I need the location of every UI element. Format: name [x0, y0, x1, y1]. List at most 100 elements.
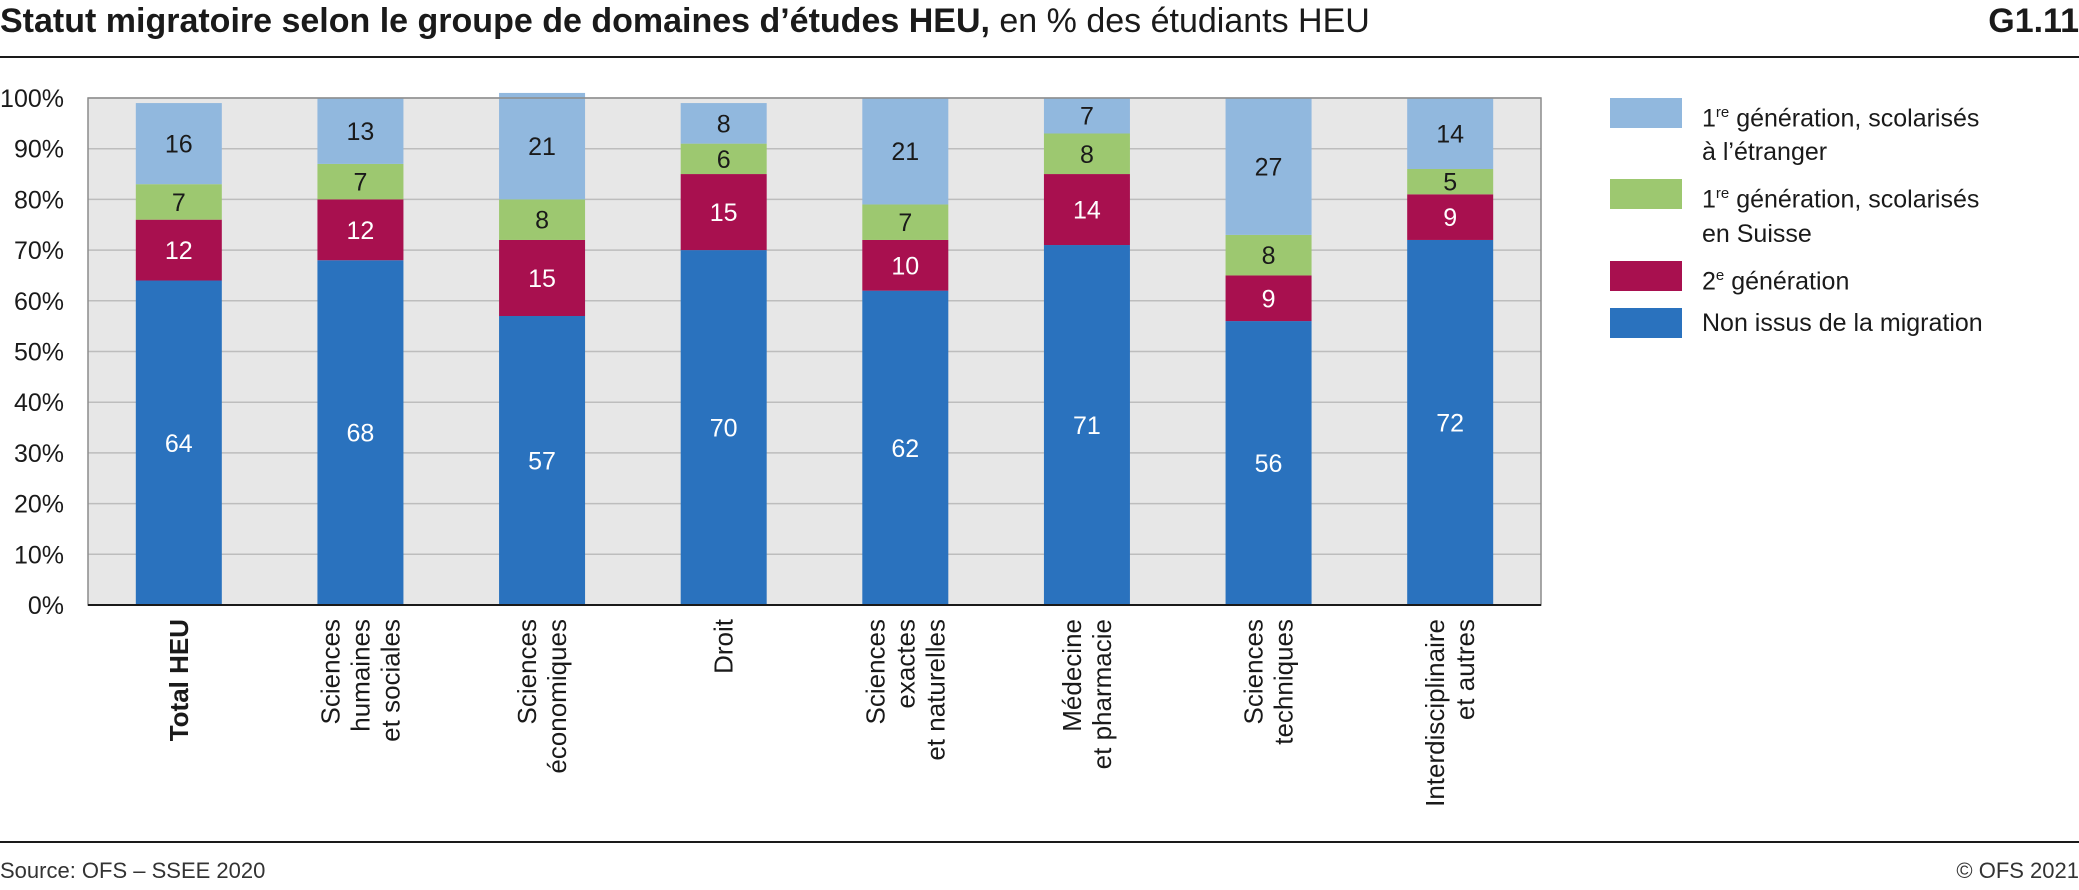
chart-title-subtitle: en % des étudiants HEU	[989, 2, 1370, 40]
bar-segment-non-migrant	[317, 260, 404, 605]
legend-swatch	[1610, 307, 1682, 338]
data-label: 8	[717, 110, 731, 138]
bar-segment-second-gen	[680, 174, 767, 251]
title-bar: Statut migratoire selon le groupe de dom…	[0, 0, 2079, 58]
data-label: 9	[1262, 285, 1276, 313]
y-tick-label: 40%	[14, 389, 64, 417]
bar-segment-first-gen-ch	[1407, 168, 1494, 195]
data-label: 7	[898, 209, 912, 237]
source-note: Source: OFS – SSEE 2020	[0, 858, 266, 883]
x-tick-label: Scienceshumaineset sociales	[315, 619, 405, 742]
data-label: 6	[717, 146, 731, 174]
copyright-note: © OFS 2021	[1956, 858, 2079, 883]
bar-segment-first-gen-abroad	[135, 103, 222, 185]
bar-segment-non-migrant	[1043, 245, 1130, 605]
y-tick-label: 10%	[14, 541, 64, 569]
bar-segment-second-gen	[317, 199, 404, 261]
data-label: 8	[535, 207, 549, 235]
chart-title: Statut migratoire selon le groupe de dom…	[0, 2, 1370, 41]
x-tick-label: Sciencesexacteset naturelles	[860, 619, 950, 761]
bar-segment-first-gen-ch	[1043, 133, 1130, 175]
data-label: 70	[710, 415, 738, 443]
data-label: 10	[891, 252, 919, 280]
y-tick-label: 20%	[14, 491, 64, 519]
legend-label: 1re génération, scolarisés en Suisse	[1702, 185, 1980, 248]
legend-label: 2e génération	[1702, 266, 1850, 295]
legend-label: Non issus de la migration	[1702, 308, 1983, 337]
legend-item-first-gen-ch: 1re génération, scolarisés en Suisse	[1610, 177, 2070, 250]
stacked-bar-chart: 0%10%20%30%40%50%60%70%80%90%100%6412716…	[0, 85, 1542, 807]
data-label: 13	[347, 118, 375, 146]
data-label: 12	[165, 237, 193, 265]
legend-swatch	[1610, 98, 1682, 128]
y-tick-label: 60%	[14, 288, 64, 316]
bar-segment-first-gen-abroad	[499, 92, 586, 200]
data-label: 7	[1080, 103, 1094, 131]
figure-id: G1.11	[1988, 2, 2079, 40]
bar-segment-non-migrant	[1407, 239, 1494, 605]
bar-segment-non-migrant	[680, 250, 767, 605]
y-tick-label: 70%	[14, 237, 64, 265]
bar-segment-first-gen-ch	[499, 199, 586, 240]
bar-segment-first-gen-ch	[862, 204, 949, 240]
y-tick-label: 0%	[28, 592, 64, 620]
legend-swatch	[1610, 260, 1682, 291]
bar-segment-non-migrant	[862, 290, 949, 605]
bar-segment-first-gen-ch	[680, 143, 767, 175]
bottom-divider	[0, 841, 2079, 843]
y-tick-label: 90%	[14, 136, 64, 164]
data-label: 15	[528, 265, 556, 293]
data-label: 8	[1262, 242, 1276, 270]
data-label: 8	[1080, 141, 1094, 169]
y-tick-label: 30%	[14, 440, 64, 468]
data-label: 12	[347, 217, 375, 245]
data-label: 27	[1255, 153, 1283, 181]
data-label: 71	[1073, 412, 1101, 440]
legend-item-non-migrant: Non issus de la migration	[1610, 306, 2070, 342]
bar-segment-first-gen-abroad	[862, 98, 949, 205]
bar-segment-second-gen	[862, 239, 949, 291]
data-label: 57	[528, 448, 556, 476]
bar-segment-first-gen-abroad	[1407, 98, 1494, 169]
data-label: 5	[1443, 169, 1457, 197]
x-tick-label: Interdisciplinaireet autres	[1420, 619, 1480, 807]
x-tick-label: Médecineet pharmacie	[1057, 619, 1117, 769]
bar-segment-first-gen-abroad	[1043, 98, 1130, 134]
bar-segment-first-gen-abroad	[680, 103, 767, 144]
data-label: 16	[165, 131, 193, 159]
legend-item-second-gen: 2e génération	[1610, 259, 2070, 298]
data-label: 56	[1255, 450, 1283, 478]
y-tick-label: 100%	[0, 85, 64, 113]
data-label: 14	[1436, 120, 1464, 148]
data-label: 14	[1073, 197, 1101, 225]
legend: 1re génération, scolarisés à l’étranger 1r…	[1610, 96, 2070, 350]
bar-segment-second-gen	[1407, 194, 1494, 240]
data-label: 21	[528, 133, 556, 161]
chart-title-main: Statut migratoire selon le groupe de dom…	[0, 2, 990, 40]
data-label: 21	[891, 138, 919, 166]
bar-segment-non-migrant	[135, 280, 222, 605]
y-tick-label: 80%	[14, 186, 64, 214]
bar-segment-second-gen	[499, 239, 586, 317]
bar-segment-first-gen-ch	[317, 163, 404, 200]
x-tick-label: Sciencestechniques	[1239, 619, 1299, 745]
data-label: 68	[347, 420, 375, 448]
x-tick-label: Droit	[709, 618, 739, 674]
bar-segment-second-gen	[135, 219, 222, 281]
data-label: 64	[165, 430, 193, 458]
data-label: 72	[1436, 409, 1464, 437]
y-tick-label: 50%	[14, 339, 64, 367]
legend-swatch	[1610, 179, 1682, 210]
data-label: 7	[172, 189, 186, 217]
bar-segment-non-migrant	[499, 316, 586, 605]
bar-segment-first-gen-ch	[1225, 234, 1312, 276]
data-label: 9	[1443, 204, 1457, 232]
bar-segment-non-migrant	[1225, 321, 1312, 605]
bar-segment-second-gen	[1225, 275, 1312, 322]
bar-segment-second-gen	[1043, 174, 1130, 246]
bar-segment-first-gen-abroad	[317, 98, 404, 164]
data-label: 62	[891, 435, 919, 463]
x-tick-label: Total HEU	[164, 619, 194, 741]
bar-segment-first-gen-abroad	[1225, 98, 1312, 235]
data-label: 15	[710, 199, 738, 227]
